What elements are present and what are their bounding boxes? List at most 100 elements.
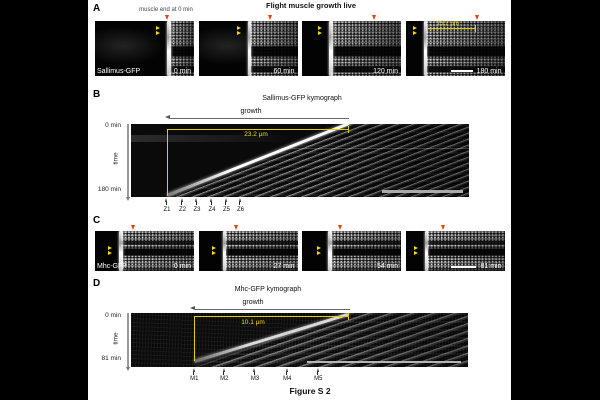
tick-label: Z4 <box>208 207 216 213</box>
tick-label: M2 <box>220 376 229 382</box>
time-end-label: 180 min <box>97 186 121 193</box>
measurement-vertical-line <box>167 129 169 196</box>
muscle-texture <box>425 21 505 76</box>
faint-line <box>281 148 469 149</box>
muscle-texture <box>331 21 401 76</box>
growth-direction-label: growth <box>242 298 264 306</box>
growth-measurement-label: 10.1 µm <box>241 318 265 326</box>
yellow-arrowhead-icon <box>318 30 322 35</box>
tick-label: M1 <box>190 376 199 382</box>
yellow-arrowhead-icon <box>317 245 321 250</box>
panel-b-letter: B <box>93 89 101 100</box>
measurement-end-tick <box>347 312 349 320</box>
position-tick-icon <box>222 368 225 375</box>
red-arrowhead-icon <box>164 14 169 20</box>
timestamp: 81 min <box>480 262 502 270</box>
muscle-end-stripe <box>423 21 427 76</box>
yellow-arrowhead-icon <box>156 30 160 35</box>
timestamp: 120 min <box>373 67 398 75</box>
muscle-texture <box>249 21 298 76</box>
micrograph-c-54min: 54 min <box>302 231 401 271</box>
muscle-end-annotation: muscle end at 0 min <box>139 7 193 13</box>
measurement-bar <box>427 24 476 33</box>
red-arrowhead-icon <box>268 14 272 20</box>
red-arrowhead-icon <box>371 14 376 20</box>
protein-label: Mhc-GFP <box>97 262 127 270</box>
tick-label: Z3 <box>193 207 201 213</box>
yellow-arrowhead-icon <box>236 30 241 35</box>
time-axis <box>126 313 130 371</box>
micrograph-c-27min: 27 min <box>198 231 298 271</box>
micrograph-c-0min: Mhc-GFP 0 min <box>95 231 194 271</box>
position-tick-icon <box>224 198 227 205</box>
kymograph-b <box>131 124 469 197</box>
micrograph-a-180min: 180 min <box>405 21 505 76</box>
figure-canvas: Flight muscle growth live A muscle end a… <box>88 0 511 400</box>
yellow-arrowhead-icon <box>413 250 418 255</box>
panel-d-title: Mhc-GFP kymograph <box>234 285 302 293</box>
measurement-end-tick <box>348 125 350 133</box>
time-end-label: 81 min <box>101 354 121 362</box>
timestamp: 180 min <box>476 67 502 75</box>
time-axis-title: time <box>112 332 120 345</box>
panel-c-letter: C <box>93 215 101 226</box>
red-arrowhead-icon <box>475 14 479 20</box>
measurement-horizontal-line <box>194 316 349 318</box>
muscle-end-stripe <box>424 231 428 271</box>
timestamp: 27 min <box>273 262 295 270</box>
time-start-label: 0 min <box>105 311 121 319</box>
yellow-arrowhead-icon <box>413 245 418 250</box>
position-tick-icon <box>210 198 213 205</box>
tick-label: Z2 <box>178 207 187 213</box>
position-tick-icon <box>285 368 288 375</box>
muscle-end-stripe <box>329 21 333 76</box>
growth-measurement-label: 23.2 µm <box>437 20 459 27</box>
measurement-vertical-line <box>194 316 196 361</box>
yellow-arrowhead-icon <box>412 25 417 30</box>
yellow-arrowhead-icon <box>211 250 216 255</box>
position-tick-icon <box>253 368 256 375</box>
tick-label: Z1 <box>163 207 171 213</box>
panel-b-title: Sallimus-GFP kymograph <box>262 95 342 102</box>
position-tick-icon <box>316 368 319 375</box>
scale-bar <box>451 70 473 72</box>
micrograph-a-120min: 120 min <box>302 21 401 76</box>
timestamp: 54 min <box>376 262 398 270</box>
scale-bar <box>307 360 461 363</box>
protein-label: Sallimus-GFP <box>97 67 141 75</box>
tick-label: M3 <box>250 376 260 382</box>
growth-measurement-label: 23.2 µm <box>244 130 268 138</box>
yellow-arrowhead-icon <box>108 245 112 250</box>
yellow-arrowhead-icon <box>156 25 160 30</box>
growth-direction-arrow <box>165 115 349 119</box>
muscle-end-stripe <box>222 231 226 271</box>
red-arrowhead-icon <box>441 224 445 230</box>
position-tick-icon <box>165 198 168 205</box>
tick-label: Z5 <box>222 207 231 213</box>
scale-bar <box>382 190 463 193</box>
kymograph-d <box>131 313 468 367</box>
growth-direction-label: growth <box>240 108 262 115</box>
timestamp: 0 min <box>173 262 191 270</box>
red-arrowhead-icon <box>234 224 238 230</box>
muscle-texture <box>426 231 505 271</box>
yellow-arrowhead-icon <box>236 25 241 30</box>
position-tick-icon <box>180 198 183 205</box>
panel-a-letter: A <box>93 3 101 14</box>
position-tick-icon <box>238 198 241 205</box>
figure-title: Flight muscle growth live <box>265 1 357 10</box>
muscle-texture <box>169 21 194 76</box>
tick-label: Z6 <box>236 207 245 213</box>
timestamp: 0 min <box>173 67 191 75</box>
yellow-arrowhead-icon <box>108 250 112 255</box>
position-tick-icon <box>192 368 195 375</box>
timestamp: 60 min <box>273 67 295 75</box>
yellow-arrowhead-icon <box>318 25 322 30</box>
scale-bar <box>451 265 476 268</box>
red-arrowhead-icon <box>337 224 342 230</box>
position-tick-icon <box>195 198 198 205</box>
muscle-end-stripe <box>247 21 251 76</box>
muscle-end-stripe <box>167 21 171 76</box>
red-arrowhead-icon <box>130 224 135 230</box>
